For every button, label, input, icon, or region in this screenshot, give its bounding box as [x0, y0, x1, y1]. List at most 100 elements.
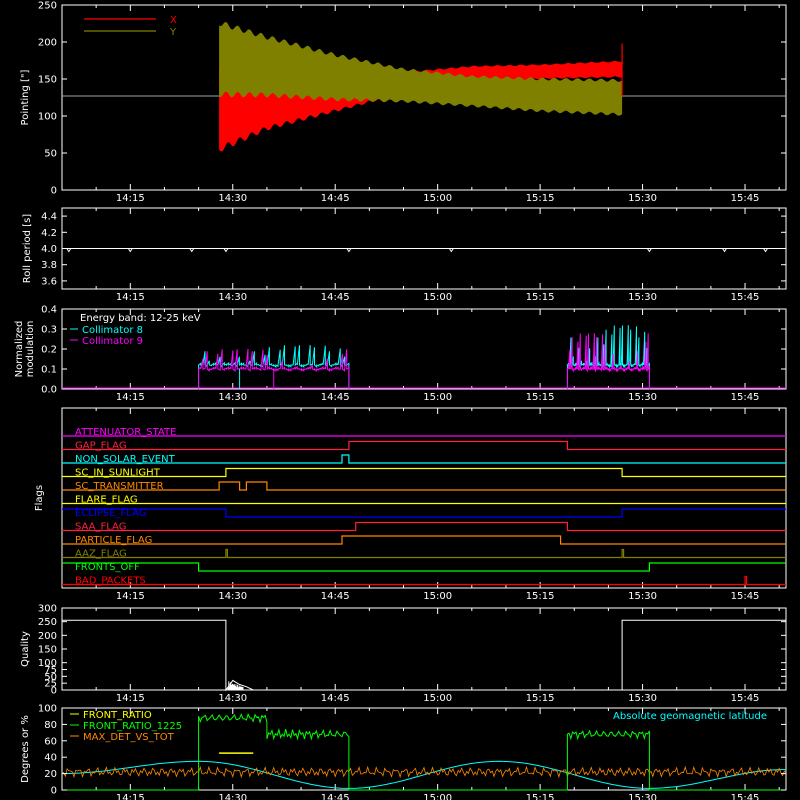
x-tick-label: 14:30: [218, 193, 247, 204]
flag-label-aaz_flag: AAZ_FLAG: [75, 549, 127, 560]
y-tick-label: 0: [51, 686, 57, 697]
x-tick-label: 15:30: [628, 693, 657, 704]
x-tick-label: 15:45: [731, 193, 760, 204]
geomag-latitude-annotation: Absolute geomagnetic latitude: [613, 711, 767, 722]
y-tick-label: 20: [44, 769, 57, 780]
y-tick-label: 0.3: [41, 325, 57, 336]
flag-label-non_solar_event: NON_SOLAR_EVENT: [75, 454, 176, 465]
y-tick-label: 50: [44, 672, 57, 683]
y-tick-label: 0: [51, 786, 57, 797]
panel-quality: 14:15 14:30 14:45 15:00 15:15 15:30 15:45 02550…: [20, 604, 787, 704]
x-tick-label: 14:45: [321, 693, 350, 704]
y-axis-label: Quality: [20, 631, 31, 667]
y-tick-label: 100: [38, 112, 57, 123]
roll-dip: [66, 248, 72, 253]
flag-label-sc_in_sunlight: SC_IN_SUNLIGHT: [75, 468, 161, 479]
x-tick-label: 14:15: [116, 292, 145, 303]
front-ratio-1225-line: [62, 712, 786, 791]
x-tick-label: 14:30: [218, 292, 247, 303]
legend-label-front_ratio_1225: FRONT_RATIO_1225: [83, 721, 182, 732]
roll-dip: [763, 248, 768, 253]
y-axis-label-line: modulation: [25, 321, 36, 378]
roll-dip: [223, 248, 229, 253]
panel-roll-period: 14:15 14:30 14:45 15:00 15:15 15:30 15:45 3.6 3.…: [22, 207, 787, 303]
flag-label-saa_flag: SAA_FLAG: [75, 522, 126, 533]
x-tick-label: 14:45: [321, 193, 350, 204]
x-tick-label: 14:30: [218, 591, 247, 602]
x-tick-label: 14:45: [321, 591, 350, 602]
legend-label-collimator-8: Collimator 8: [82, 325, 143, 336]
roll-dip: [448, 248, 454, 253]
flag-label-flare_flag: FLARE_FLAG: [75, 495, 138, 506]
x-tick-label: 15:00: [423, 591, 452, 602]
x-tick-label: 15:30: [628, 793, 657, 800]
x-tick-label: 15:30: [628, 392, 657, 403]
roll-dip: [646, 248, 652, 253]
y-tick-label: 150: [38, 75, 57, 86]
y-tick-label: 3.6: [41, 276, 57, 287]
x-tick-label: 14:45: [321, 392, 350, 403]
energy-band-annotation: Energy band: 12-25 keV: [80, 313, 201, 324]
y-tick-label: 75: [44, 665, 57, 676]
y-tick-label: 50: [44, 149, 57, 160]
x-tick-label: 14:15: [116, 793, 145, 800]
legend-label-collimator-9: Collimator 9: [82, 336, 143, 347]
y-tick-label: 250: [38, 617, 57, 628]
y-tick-label: 300: [38, 604, 57, 615]
panel-pointing: 14:15 14:30 14:45 15:00 15:15 15:30 15:45 0 50 10…: [20, 1, 787, 204]
series-collimator-8: [198, 344, 350, 389]
y-tick-label: 4.4: [41, 212, 57, 223]
flag-trace-particle_flag: [62, 535, 786, 545]
geomag-latitude-line: [61, 760, 787, 789]
roll-dip: [346, 248, 352, 253]
x-tick-label: 15:45: [731, 292, 760, 303]
y-axis-label-line: Normalized: [14, 321, 25, 378]
quality-line: [62, 619, 786, 692]
panel-frame: [61, 407, 787, 589]
x-tick-label: 14:30: [218, 693, 247, 704]
y-axis-label: Pointing ["]: [20, 69, 31, 125]
panel-ratios: 14:15 14:30 14:45 15:00 15:15 15:30 15:45 0 20 40…: [20, 704, 787, 800]
max-det-vs-tot-line: [61, 765, 787, 779]
y-tick-label: 60: [44, 736, 57, 747]
y-tick-label: 0.1: [41, 365, 57, 376]
x-tick-label: 15:15: [526, 292, 555, 303]
x-tick-label: 15:00: [423, 193, 452, 204]
x-tick-label: 15:00: [423, 693, 452, 704]
flag-label-particle_flag: PARTICLE_FLAG: [75, 535, 152, 546]
x-tick-label: 15:15: [526, 793, 555, 800]
y-axis-label: Normalizedmodulation: [14, 321, 36, 378]
x-tick-label: 15:15: [526, 693, 555, 704]
flag-label-attenuator_state: ATTENUATOR_STATE: [75, 427, 176, 438]
x-tick-label: 15:45: [731, 693, 760, 704]
x-tick-label: 15:00: [423, 793, 452, 800]
y-tick-label: 4.2: [41, 228, 57, 239]
flag-trace-sc_in_sunlight: [62, 467, 786, 478]
x-tick-label: 14:15: [116, 591, 145, 602]
flag-label-gap_flag: GAP_FLAG: [75, 441, 127, 452]
y-tick-label: 0.2: [41, 345, 57, 356]
flag-label-sc_transmitter: SC_TRANSMITTER: [75, 481, 164, 492]
y-tick-label: 100: [38, 658, 57, 669]
x-tick-label: 14:15: [116, 693, 145, 704]
y-tick-label: 150: [38, 645, 57, 656]
panel-modulation: 14:15 14:30 14:45 15:00 15:15 15:30 15:45 0.0 0.…: [14, 305, 787, 403]
flag-trace-eclipse_flag: [62, 508, 786, 518]
roll-dip: [127, 248, 133, 253]
flag-trace-fronts_off: [62, 562, 786, 572]
flag-trace-sc_transmitter: [62, 481, 786, 491]
flag-trace-gap_flag: [62, 440, 786, 451]
panel-frame: [61, 4, 787, 191]
x-tick-label: 14:45: [321, 292, 350, 303]
x-tick-label: 15:00: [423, 392, 452, 403]
flag-trace-aaz_flag: [62, 548, 786, 559]
legend-label-front_ratio: FRONT_RATIO: [83, 710, 152, 721]
x-tick-label: 15:45: [731, 591, 760, 602]
x-tick-label: 15:15: [526, 591, 555, 602]
y-tick-label: 200: [38, 631, 57, 642]
y-tick-label: 0: [51, 186, 57, 197]
y-tick-label: 3.8: [41, 260, 57, 271]
x-tick-label: 15:15: [526, 193, 555, 204]
panel-flags: 14:15 14:30 14:45 15:00 15:15 15:30 15:45 Flags…: [34, 407, 787, 602]
